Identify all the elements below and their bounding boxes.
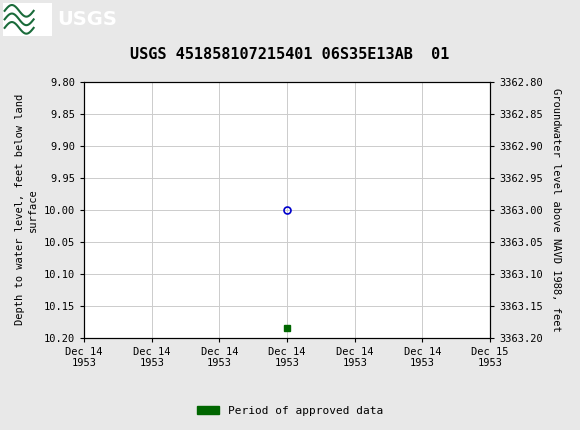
Legend: Period of approved data: Period of approved data <box>193 401 387 420</box>
Text: USGS 451858107215401 06S35E13AB  01: USGS 451858107215401 06S35E13AB 01 <box>130 47 450 62</box>
Text: USGS: USGS <box>57 10 117 29</box>
Y-axis label: Depth to water level, feet below land
surface: Depth to water level, feet below land su… <box>15 94 38 325</box>
Bar <box>3 3 52 36</box>
Y-axis label: Groundwater level above NAVD 1988, feet: Groundwater level above NAVD 1988, feet <box>551 88 561 332</box>
